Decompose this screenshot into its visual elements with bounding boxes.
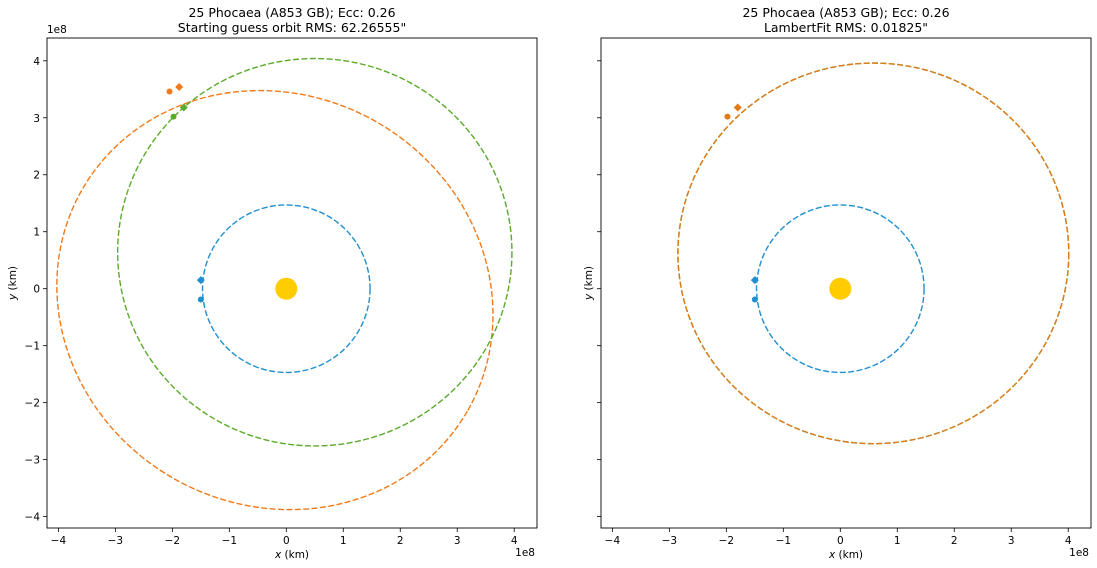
sun-marker (829, 277, 852, 300)
x-tick-label: −2 (165, 535, 180, 547)
plot-area (677, 62, 1070, 445)
axes-frame (46, 37, 538, 529)
chart-title: 25 Phocaea (A853 GB); Ecc: 0.26 (188, 5, 395, 20)
x-tick-label: 2 (951, 535, 958, 547)
position-marker-circle-2 (751, 296, 758, 303)
orbit-path-1 (201, 204, 371, 374)
chart-panel-1: −4 −4 −3 −3 −2 −2 −1 −1 0 0 1 1 2 2 3 3 4 4 25 Phocaea (A8… (7, 5, 538, 561)
chart-title: 25 Phocaea (A853 GB); Ecc: 0.26 (742, 5, 949, 20)
x-offset-label: 1e8 (515, 547, 535, 559)
position-marker-diamond-1 (750, 276, 759, 285)
x-tick-label: −3 (108, 535, 123, 547)
y-tick-label: 3 (33, 113, 40, 125)
position-marker-circle-4 (724, 113, 731, 120)
y-offset-label: 1e8 (47, 24, 67, 36)
chart-subtitle: LambertFit RMS: 0.01825" (764, 20, 928, 35)
y-axis-label: y (km) (583, 266, 595, 301)
x-tick-label: 4 (1065, 535, 1072, 547)
x-tick-label: 1 (340, 535, 347, 547)
y-tick-label: 1 (33, 227, 40, 239)
x-tick-label: 1 (894, 535, 901, 547)
x-tick-label: 3 (454, 535, 461, 547)
orbit-path-3 (116, 57, 513, 447)
y-tick-label: −2 (25, 398, 40, 410)
x-tick-label: 2 (397, 535, 404, 547)
plot-area (56, 57, 513, 511)
y-tick-label: 4 (33, 56, 40, 68)
position-marker-circle-4 (166, 88, 173, 95)
orbit-path-3 (677, 62, 1070, 445)
position-marker-circle-6 (170, 113, 177, 120)
x-axis-label: x (km) (274, 549, 309, 561)
position-marker-circle-2 (197, 296, 204, 303)
x-tick-label: −1 (222, 535, 237, 547)
y-tick-label: −1 (25, 341, 40, 353)
position-marker-diamond-1 (196, 276, 205, 285)
x-tick-label: 3 (1008, 535, 1015, 547)
x-tick-label: −4 (605, 535, 621, 547)
y-tick-label: 2 (33, 170, 40, 182)
x-tick-label: −4 (51, 535, 67, 547)
x-tick-label: 0 (837, 535, 844, 547)
x-offset-label: 1e8 (1069, 547, 1089, 559)
y-tick-label: −3 (25, 455, 40, 467)
x-tick-label: −2 (719, 535, 734, 547)
position-marker-diamond-3 (175, 83, 184, 91)
y-tick-label: 0 (33, 284, 40, 296)
x-axis-label: x (km) (828, 549, 863, 561)
chart-subtitle: Starting guess orbit RMS: 62.26555" (178, 20, 406, 35)
x-tick-label: −3 (662, 535, 677, 547)
orbit-path-2 (56, 89, 494, 511)
orbit-path-1 (755, 204, 925, 374)
chart-panel-2: −4 −3 −2 −1 0 1 2 3 4 25 Phocaea (A853 GB); Ecc: … (583, 5, 1092, 561)
y-axis-label: y (km) (7, 266, 19, 301)
axes-frame (600, 37, 1092, 529)
sun-marker (275, 277, 298, 300)
x-tick-label: 0 (283, 535, 290, 547)
position-marker-diamond-3 (733, 103, 742, 112)
x-tick-label: −1 (776, 535, 791, 547)
y-tick-label: −4 (25, 512, 41, 524)
position-marker-diamond-5 (179, 103, 188, 112)
x-tick-label: 4 (511, 535, 518, 547)
